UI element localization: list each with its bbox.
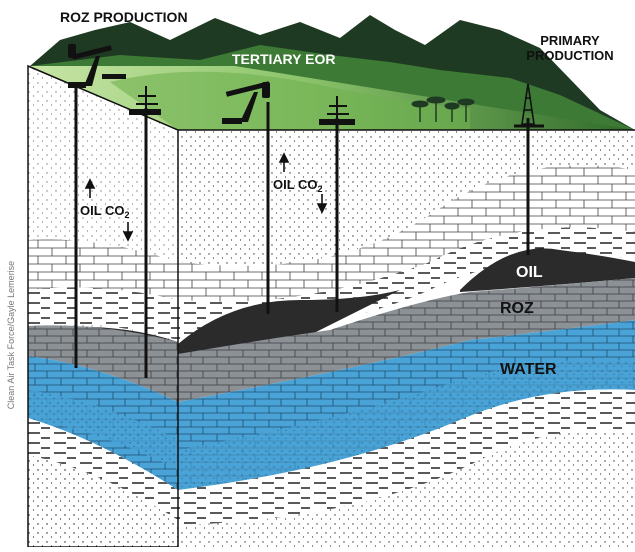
- wellhead-icon: [129, 86, 161, 115]
- arrow-up-icon: [84, 178, 96, 198]
- water-layer-label: WATER: [500, 361, 557, 378]
- oil-layer-label: OIL: [516, 264, 543, 281]
- arrow-down-icon: [122, 222, 134, 242]
- pumpjack-icon: [68, 44, 126, 88]
- pumpjack-icon: [222, 81, 270, 124]
- palm-trees-icon: [411, 96, 475, 122]
- oil-co2-left-label: OIL CO2: [80, 203, 130, 220]
- oil-co2-mid-label: OIL CO2: [273, 177, 323, 194]
- front-face: [28, 66, 178, 547]
- primary-production-line2: PRODUCTION: [526, 48, 613, 63]
- arrow-up-icon: [278, 152, 290, 172]
- wells: [74, 86, 530, 378]
- wellhead-icon: [319, 96, 355, 125]
- derrick-icon: [514, 83, 544, 128]
- roz-layer-label: ROZ: [500, 300, 534, 317]
- side-face: [178, 130, 635, 547]
- image-credit: Clean Air Task Force/Gayle Lemerise: [6, 260, 16, 410]
- tertiary-eor-label: TERTIARY EOR: [232, 51, 335, 67]
- arrow-down-icon: [316, 194, 328, 214]
- roz-production-label: ROZ PRODUCTION: [60, 9, 188, 25]
- primary-production-line1: PRIMARY: [540, 33, 600, 48]
